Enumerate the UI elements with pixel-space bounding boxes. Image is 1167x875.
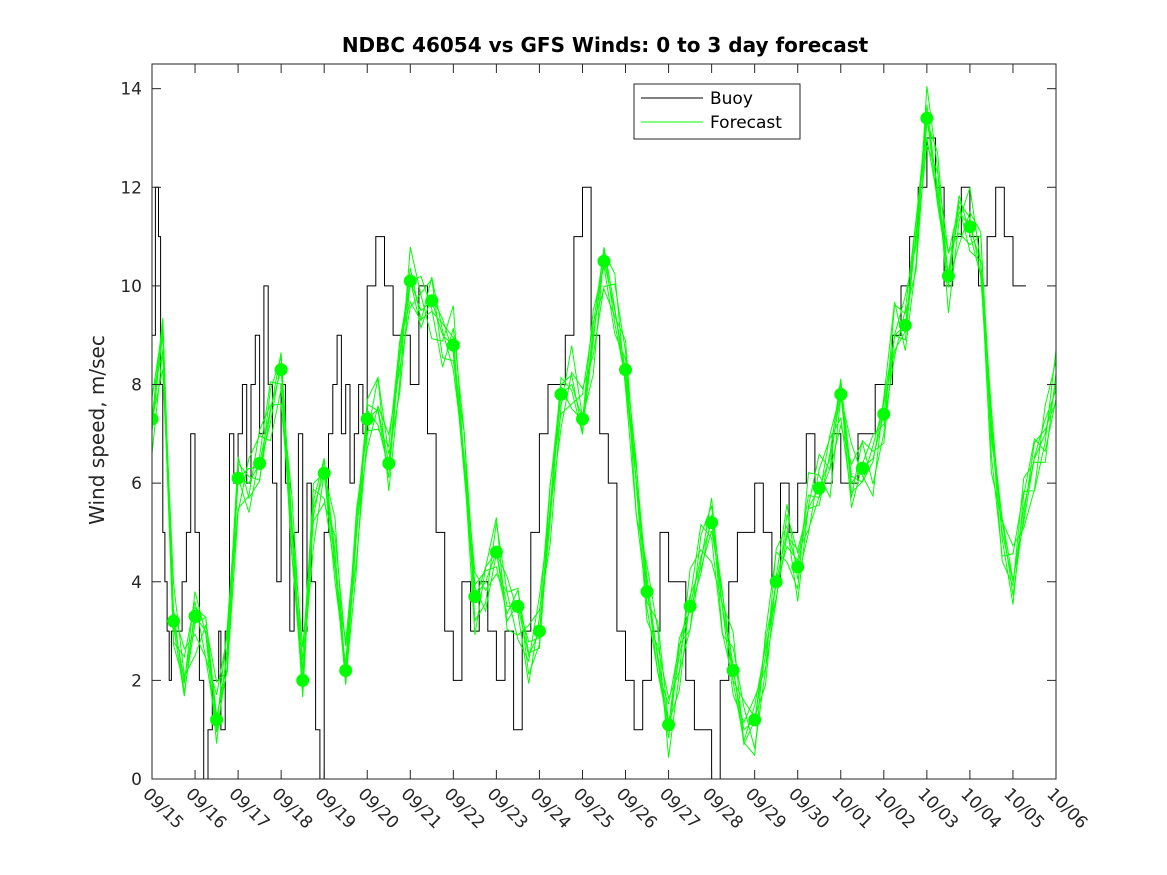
legend: Buoy Forecast	[633, 83, 801, 140]
forecast-series-line-6	[152, 86, 1056, 758]
y-tick-label: 14	[120, 80, 142, 100]
legend-buoy-label: Buoy	[710, 89, 753, 109]
forecast-marker-point	[791, 560, 805, 574]
forecast-marker-point	[274, 363, 288, 377]
chart-title: NDBC 46054 vs GFS Winds: 0 to 3 day fore…	[342, 33, 869, 57]
forecast-marker-point	[748, 713, 762, 727]
forecast-marker-point	[597, 254, 611, 268]
forecast-marker-point	[446, 338, 460, 352]
forecast-marker-point	[576, 412, 589, 426]
forecast-marker-point	[339, 664, 353, 677]
y-tick-label: 0	[131, 770, 142, 790]
forecast-marker-point	[855, 461, 869, 475]
forecast-marker-point	[210, 713, 224, 727]
forecast-marker-point	[296, 673, 310, 687]
forecast-series-line-7	[152, 121, 1056, 749]
y-tick-label: 2	[131, 671, 142, 691]
forecast-marker-point	[468, 590, 482, 604]
y-axis: 0 2 4 6 8 10 12 14	[120, 80, 1056, 790]
forecast-marker-point	[554, 387, 568, 401]
forecast-marker-point	[152, 412, 159, 426]
forecast-marker-point	[834, 387, 848, 401]
forecast-marker-point	[489, 545, 503, 559]
plot-area-border	[151, 63, 1057, 780]
forecast-marker-point	[705, 516, 719, 530]
forecast-marker-point	[941, 269, 955, 283]
forecast-marker-point	[511, 599, 525, 613]
forecast-marker-point	[403, 274, 417, 288]
forecast-marker-point	[532, 624, 546, 638]
forecast-marker-point	[382, 456, 396, 470]
forecast-marker-point	[662, 718, 676, 732]
forecast-marker-point	[360, 412, 374, 426]
forecast-marker-point	[167, 614, 180, 628]
legend-box	[633, 83, 801, 140]
forecast-marker-point	[877, 407, 891, 421]
forecast-marker-point	[963, 220, 977, 234]
y-tick-label: 12	[120, 178, 142, 198]
forecast-series-line-5	[152, 104, 1056, 746]
forecast-marker-point	[812, 481, 826, 495]
forecast-marker-point	[640, 585, 654, 599]
forecast-marker-point	[188, 609, 202, 623]
y-tick-label: 4	[131, 573, 142, 593]
forecast-marker-point	[726, 664, 740, 677]
legend-forecast-label: Forecast	[710, 113, 782, 133]
forecast-marker-point	[769, 575, 783, 589]
y-axis-label: Wind speed, m/sec	[85, 335, 109, 525]
y-tick-label: 8	[131, 376, 142, 396]
forecast-marker-point	[253, 456, 267, 470]
forecast-marker-point	[317, 466, 331, 480]
forecast-marker-point	[683, 599, 697, 613]
y-tick-label: 10	[120, 277, 142, 297]
forecast-marker-point	[231, 471, 245, 485]
forecast-marker-point	[898, 318, 912, 332]
y-tick-label: 6	[131, 474, 142, 494]
forecast-marker-point	[920, 111, 934, 125]
forecast-marker-point	[425, 294, 439, 308]
forecast-marker-point	[619, 363, 632, 377]
